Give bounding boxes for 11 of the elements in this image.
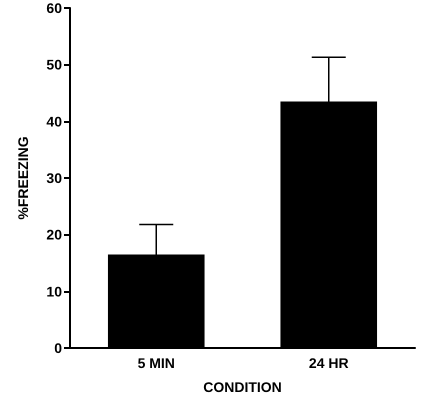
y-tick-label: 60 bbox=[46, 0, 62, 16]
y-tick-label: 20 bbox=[46, 226, 62, 243]
x-tick-label: 24 HR bbox=[308, 355, 349, 371]
y-tick-label: 40 bbox=[46, 113, 62, 130]
y-axis-title: %FREEZING bbox=[15, 136, 31, 220]
y-tick-label: 50 bbox=[46, 56, 62, 73]
y-tick-label: 30 bbox=[46, 170, 62, 186]
y-tick-label: 0 bbox=[54, 340, 62, 356]
y-tick-label: 10 bbox=[46, 283, 62, 300]
x-axis-title: CONDITION bbox=[203, 379, 282, 395]
x-tick-label: 5 MIN bbox=[138, 355, 175, 371]
